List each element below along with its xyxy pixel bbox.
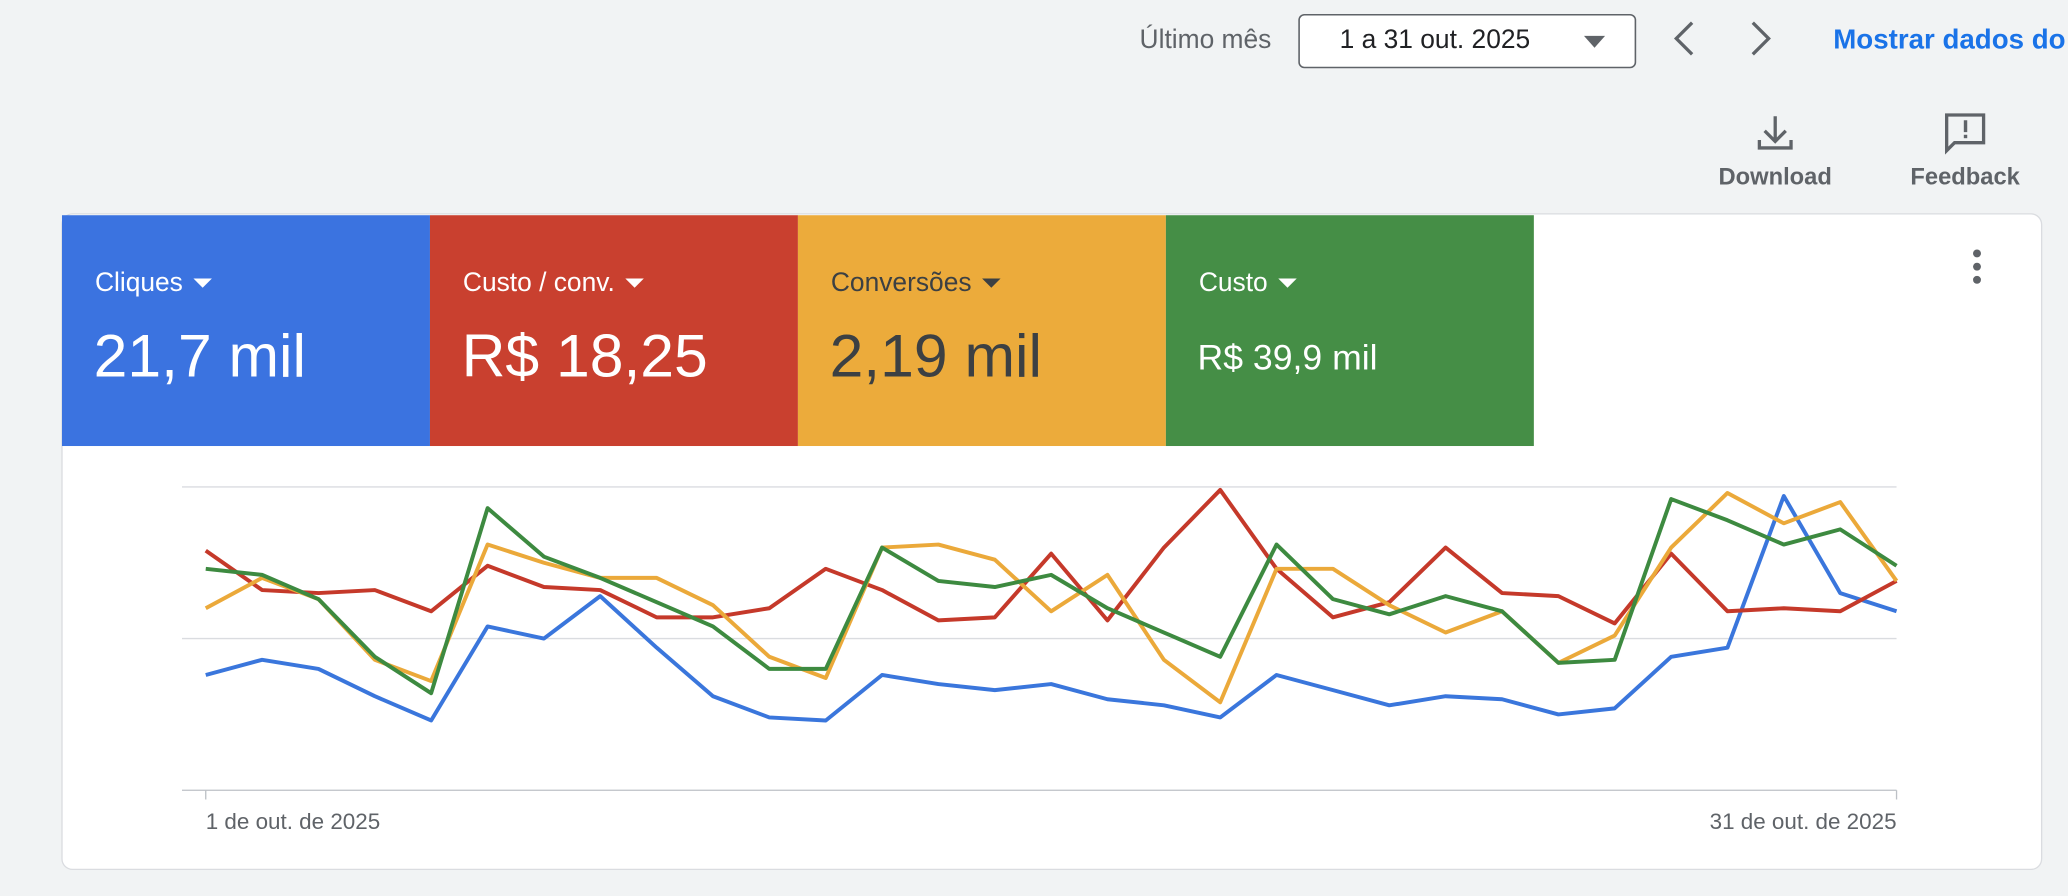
plot: 1 de out. de 2025 31 de out. de 2025 bbox=[182, 486, 1899, 834]
date-range[interactable]: 1 a 31 out. 2025 bbox=[1340, 24, 1531, 54]
metric-tiles: Cliques 21,7 mil Custo / conv. R$ 18,25 Conv… bbox=[61, 215, 1534, 447]
tile-label[interactable]: Conversões bbox=[831, 267, 972, 297]
metric-tile[interactable]: Conversões 2,19 mil bbox=[797, 215, 1166, 447]
series-line bbox=[204, 487, 1898, 626]
more-menu[interactable] bbox=[1973, 249, 1981, 284]
metric-tile[interactable]: Cliques 21,7 mil bbox=[61, 215, 430, 447]
menu-dot[interactable] bbox=[1973, 262, 1981, 271]
tile-background[interactable] bbox=[797, 215, 1166, 447]
menu-dot[interactable] bbox=[1973, 275, 1981, 284]
feedback-button[interactable]: Feedback bbox=[1910, 113, 2021, 191]
tile-label[interactable]: Cliques bbox=[95, 267, 183, 297]
tile-caret[interactable] bbox=[625, 278, 644, 288]
tile-caret[interactable] bbox=[1278, 278, 1297, 288]
tile-label[interactable]: Custo / conv. bbox=[463, 267, 615, 297]
metric-tile[interactable]: Custo R$ 39,9 mil bbox=[1165, 215, 1534, 447]
tile-caret[interactable] bbox=[982, 278, 1001, 288]
download-button[interactable]: Download bbox=[1719, 116, 1832, 191]
feedback-icon[interactable] bbox=[1945, 113, 1986, 155]
series-line bbox=[204, 490, 1899, 705]
tile-background[interactable] bbox=[1165, 215, 1534, 447]
metric-tile[interactable]: Custo / conv. R$ 18,25 bbox=[429, 215, 798, 447]
tile-value[interactable]: R$ 18,25 bbox=[462, 321, 708, 389]
series-line bbox=[205, 494, 1898, 723]
x-tick-label: 1 de out. de 2025 bbox=[206, 809, 380, 834]
download-icon[interactable] bbox=[1757, 116, 1793, 150]
dropdown-box[interactable] bbox=[1298, 13, 1637, 69]
next-arrow[interactable] bbox=[1751, 21, 1771, 56]
tile-value[interactable]: 2,19 mil bbox=[830, 321, 1042, 389]
x-tick-label: 31 de out. de 2025 bbox=[1710, 809, 1897, 834]
menu-dot[interactable] bbox=[1973, 249, 1981, 258]
show-data-link[interactable]: Mostrar dados do bbox=[1833, 23, 2065, 54]
date-dropdown[interactable]: 1 a 31 out. 2025 bbox=[1298, 13, 1637, 69]
period-label: Último mês bbox=[1140, 24, 1272, 54]
tile-value[interactable]: 21,7 mil bbox=[94, 321, 306, 389]
tile-label[interactable]: Custo bbox=[1199, 267, 1268, 297]
tile-background[interactable] bbox=[429, 215, 798, 447]
tile-background[interactable] bbox=[61, 215, 430, 447]
feedback-icon-dot[interactable] bbox=[1963, 134, 1968, 139]
tile-value[interactable]: R$ 39,9 mil bbox=[1198, 338, 1378, 378]
feedback-icon-mark[interactable] bbox=[1963, 120, 1968, 133]
series-line bbox=[205, 497, 1898, 696]
download-label[interactable]: Download bbox=[1719, 165, 1832, 191]
feedback-label[interactable]: Feedback bbox=[1910, 165, 2020, 191]
dropdown-caret[interactable] bbox=[1583, 35, 1606, 48]
tile-caret[interactable] bbox=[193, 278, 212, 288]
previous-arrow[interactable] bbox=[1673, 21, 1694, 56]
